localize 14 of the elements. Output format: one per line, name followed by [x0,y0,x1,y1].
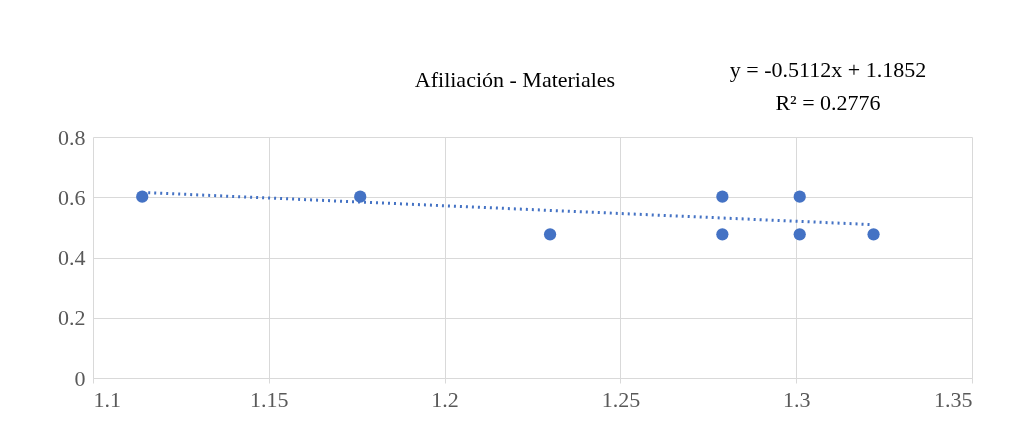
text: R² = 0.2776 [775,90,881,115]
x-tick-label: 1.25 [601,386,641,412]
text: y = -0.5112x + 1.1852 [729,57,927,82]
y-tick-label: 0.2 [58,305,86,331]
x-tick-label: 1.3 [782,386,811,412]
y-tick-label: 0 [74,365,86,391]
y-tick-label: 0.8 [58,124,86,150]
x-tick-label: 1.2 [431,386,459,412]
chart-title: Afiliación - Materiales [414,67,616,92]
x-tick-label: 1.35 [934,386,973,412]
y-tick-label: 0.4 [58,245,86,270]
x-tick-label: 1.15 [250,386,289,412]
y-tick-label: 0.6 [58,184,86,210]
x-tick-label: 1.1 [93,386,121,412]
